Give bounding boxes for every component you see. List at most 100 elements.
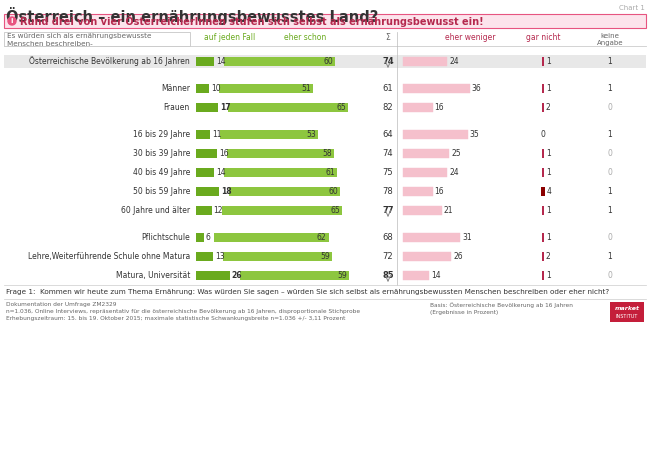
Text: 11: 11 xyxy=(213,130,222,139)
Text: 82: 82 xyxy=(383,103,393,112)
Text: 85: 85 xyxy=(382,271,394,280)
Text: 1: 1 xyxy=(546,168,551,177)
Bar xyxy=(403,130,468,139)
Text: 25: 25 xyxy=(451,149,461,158)
Text: 1: 1 xyxy=(546,206,551,215)
Text: 1: 1 xyxy=(608,84,612,93)
Text: keine
Angabe: keine Angabe xyxy=(597,33,623,46)
Bar xyxy=(223,252,332,261)
Bar xyxy=(196,233,204,242)
Bar xyxy=(224,168,337,177)
Bar xyxy=(403,149,449,158)
Text: Es würden sich als ernährungsbewusste
Menschen beschreiben-: Es würden sich als ernährungsbewusste Me… xyxy=(7,33,151,47)
Bar xyxy=(224,57,335,66)
Text: 40 bis 49 Jahre: 40 bis 49 Jahre xyxy=(133,168,190,177)
Text: eher schon: eher schon xyxy=(284,33,326,42)
Text: 2: 2 xyxy=(546,252,551,261)
Bar xyxy=(610,302,644,322)
Bar xyxy=(196,187,220,196)
Text: 59: 59 xyxy=(337,271,347,280)
Text: 16: 16 xyxy=(435,103,444,112)
Bar xyxy=(403,168,447,177)
Bar xyxy=(196,103,218,112)
Text: 68: 68 xyxy=(383,233,393,242)
Text: 13: 13 xyxy=(215,252,224,261)
Bar xyxy=(542,57,544,66)
Text: 4: 4 xyxy=(547,187,551,196)
Text: 77: 77 xyxy=(382,206,394,215)
Bar xyxy=(196,57,214,66)
Text: gar nicht: gar nicht xyxy=(526,33,560,42)
Text: 1: 1 xyxy=(546,57,551,66)
Text: auf jeden Fall: auf jeden Fall xyxy=(204,33,255,42)
Text: 1: 1 xyxy=(608,130,612,139)
Text: 26: 26 xyxy=(453,252,463,261)
Bar xyxy=(542,271,544,280)
Text: Lehre,Weiterführende Schule ohne Matura: Lehre,Weiterführende Schule ohne Matura xyxy=(28,252,190,261)
Text: Chart 1: Chart 1 xyxy=(619,5,645,11)
Text: 64: 64 xyxy=(383,130,393,139)
Text: 10: 10 xyxy=(211,84,220,93)
Text: 1: 1 xyxy=(608,206,612,215)
Bar xyxy=(196,168,214,177)
Text: 1: 1 xyxy=(608,252,612,261)
Text: 78: 78 xyxy=(383,187,393,196)
Bar xyxy=(4,55,646,68)
Text: 65: 65 xyxy=(337,103,346,112)
Text: Rund drei von vier ÖsterreicherInnen stufen sich selbst als ernährungsbewusst ei: Rund drei von vier ÖsterreicherInnen stu… xyxy=(20,15,484,27)
Text: Dokumentation der Umfrage ZM2329
n=1.036, Online Interviews, repräsentativ für d: Dokumentation der Umfrage ZM2329 n=1.036… xyxy=(6,302,360,321)
Text: 74: 74 xyxy=(382,57,394,66)
Bar xyxy=(219,84,313,93)
Text: 17: 17 xyxy=(220,103,231,112)
Bar xyxy=(403,84,469,93)
Text: Frauen: Frauen xyxy=(164,103,190,112)
Bar xyxy=(542,84,544,93)
Text: Frage 1:  Kommen wir heute zum Thema Ernährung: Was würden Sie sagen – würden Si: Frage 1: Kommen wir heute zum Thema Ernä… xyxy=(6,289,609,295)
Text: 1: 1 xyxy=(546,271,551,280)
Text: 53: 53 xyxy=(307,130,317,139)
Text: 26: 26 xyxy=(232,271,242,280)
Bar xyxy=(403,103,433,112)
Text: 0: 0 xyxy=(608,103,612,112)
Text: 14: 14 xyxy=(431,271,441,280)
Text: 1: 1 xyxy=(608,187,612,196)
Text: 62: 62 xyxy=(317,233,326,242)
Text: 12: 12 xyxy=(214,206,223,215)
Bar xyxy=(196,149,217,158)
Text: 14: 14 xyxy=(216,168,226,177)
Bar xyxy=(240,271,349,280)
Text: Pflichtschule: Pflichtschule xyxy=(141,233,190,242)
Text: 72: 72 xyxy=(383,252,393,261)
FancyBboxPatch shape xyxy=(4,32,190,46)
Text: 60: 60 xyxy=(324,57,333,66)
Bar xyxy=(196,252,213,261)
Bar xyxy=(542,233,544,242)
Text: 21: 21 xyxy=(444,206,453,215)
Bar xyxy=(403,187,433,196)
Text: Σ: Σ xyxy=(385,33,391,42)
Bar xyxy=(196,206,212,215)
Text: 59: 59 xyxy=(320,252,330,261)
Text: 1: 1 xyxy=(546,84,551,93)
Text: 18: 18 xyxy=(222,187,232,196)
Text: 0: 0 xyxy=(541,130,545,139)
Bar xyxy=(542,149,544,158)
Text: 35: 35 xyxy=(470,130,480,139)
Bar xyxy=(542,103,544,112)
Text: 1: 1 xyxy=(608,57,612,66)
Bar xyxy=(403,271,429,280)
Bar xyxy=(229,187,341,196)
Text: 61: 61 xyxy=(383,84,393,93)
Text: Österreich – ein ernährungsbewusstes Land?: Österreich – ein ernährungsbewusstes Lan… xyxy=(6,7,378,25)
Bar xyxy=(228,103,348,112)
Bar xyxy=(403,57,447,66)
Text: 51: 51 xyxy=(302,84,311,93)
Text: 1: 1 xyxy=(546,149,551,158)
Text: 16: 16 xyxy=(219,149,228,158)
Text: Männer: Männer xyxy=(161,84,190,93)
Text: 60 Jahre und älter: 60 Jahre und älter xyxy=(121,206,190,215)
Text: Matura, Universität: Matura, Universität xyxy=(116,271,190,280)
Circle shape xyxy=(8,17,16,25)
Bar xyxy=(227,149,334,158)
Text: 50 bis 59 Jahre: 50 bis 59 Jahre xyxy=(133,187,190,196)
